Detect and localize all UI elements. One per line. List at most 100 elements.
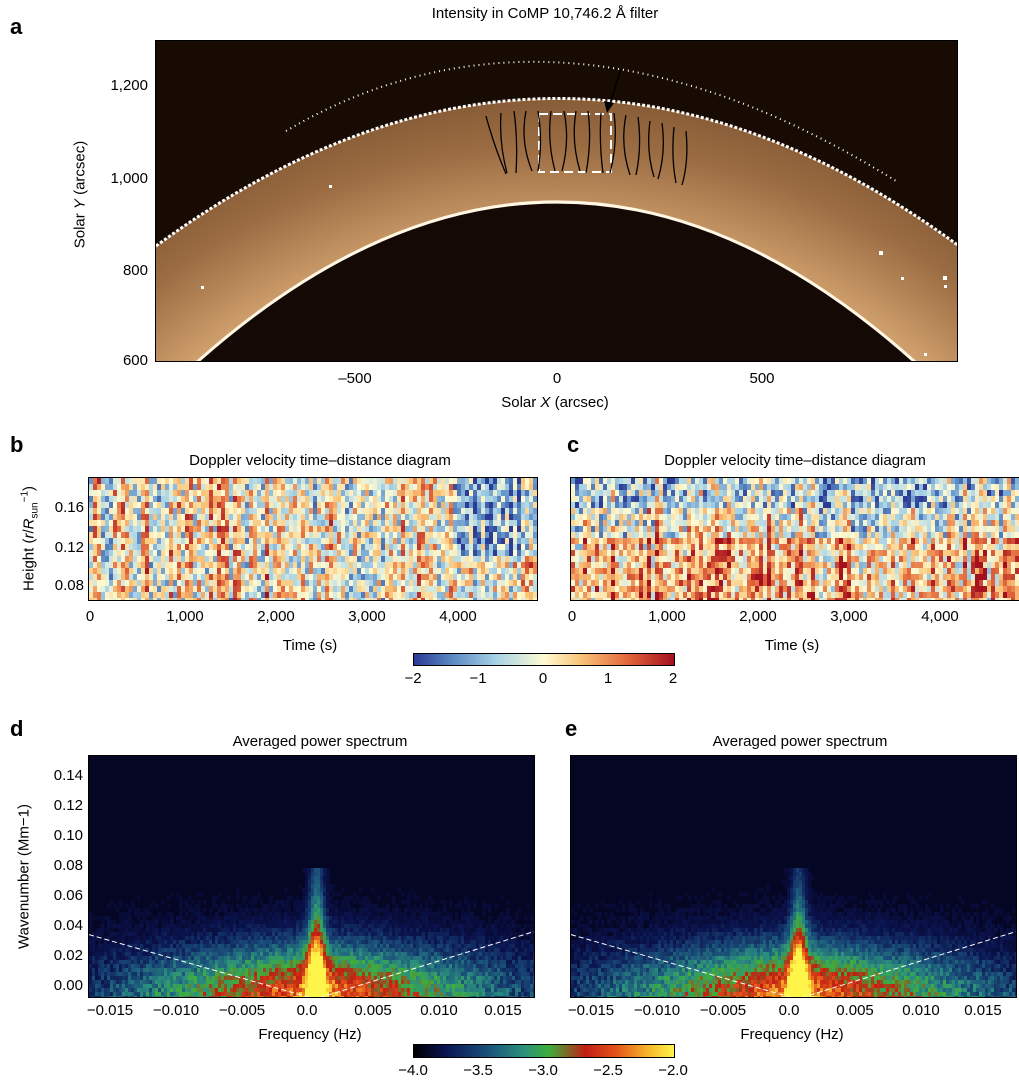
doppler-cell bbox=[221, 544, 226, 551]
doppler-cell bbox=[851, 574, 856, 581]
doppler-cell bbox=[357, 544, 362, 551]
doppler-cell bbox=[715, 514, 720, 521]
doppler-cell bbox=[125, 496, 130, 503]
doppler-cell bbox=[775, 478, 780, 485]
doppler-cell bbox=[823, 520, 828, 527]
doppler-cell bbox=[675, 478, 680, 485]
doppler-cell bbox=[201, 586, 206, 593]
doppler-cell bbox=[245, 520, 250, 527]
doppler-cell bbox=[129, 484, 134, 491]
doppler-cell bbox=[679, 538, 684, 545]
doppler-cell bbox=[911, 514, 916, 521]
doppler-cell bbox=[699, 544, 704, 551]
doppler-cell bbox=[489, 508, 494, 515]
doppler-cell bbox=[759, 496, 764, 503]
doppler-cell bbox=[445, 496, 450, 503]
doppler-cell bbox=[707, 490, 712, 497]
doppler-cell bbox=[763, 592, 768, 599]
doppler-cell bbox=[89, 598, 94, 600]
doppler-cell bbox=[1011, 496, 1016, 503]
doppler-cell bbox=[967, 586, 972, 593]
doppler-cell bbox=[771, 586, 776, 593]
doppler-cell bbox=[663, 526, 668, 533]
doppler-cell bbox=[607, 484, 612, 491]
doppler-cell bbox=[611, 478, 616, 485]
doppler-cell bbox=[647, 484, 652, 491]
doppler-cell bbox=[795, 544, 800, 551]
doppler-cell bbox=[533, 502, 537, 509]
doppler-cell bbox=[651, 538, 656, 545]
doppler-cell bbox=[377, 592, 382, 599]
doppler-cell bbox=[501, 538, 506, 545]
doppler-cell bbox=[297, 592, 302, 599]
doppler-cell bbox=[361, 592, 366, 599]
doppler-cell bbox=[719, 592, 724, 599]
doppler-cell bbox=[373, 532, 378, 539]
doppler-cell bbox=[333, 484, 338, 491]
doppler-cell bbox=[213, 520, 218, 527]
doppler-cell bbox=[429, 514, 434, 521]
doppler-cell bbox=[815, 598, 820, 600]
doppler-cell bbox=[987, 478, 992, 485]
doppler-cell bbox=[445, 568, 450, 575]
doppler-cell bbox=[751, 508, 756, 515]
doppler-cell bbox=[575, 562, 580, 569]
doppler-cell bbox=[237, 514, 242, 521]
doppler-cell bbox=[513, 556, 518, 563]
doppler-cell bbox=[517, 568, 522, 575]
doppler-cell bbox=[389, 598, 394, 600]
doppler-cell bbox=[309, 490, 314, 497]
doppler-cell bbox=[113, 556, 118, 563]
doppler-cell bbox=[101, 580, 106, 587]
doppler-cell bbox=[839, 562, 844, 569]
doppler-cell bbox=[177, 598, 182, 600]
doppler-cell bbox=[129, 538, 134, 545]
doppler-cell bbox=[871, 550, 876, 557]
doppler-cell bbox=[97, 490, 102, 497]
velocity-colorbar-tick: −2 bbox=[404, 670, 422, 687]
doppler-cell bbox=[739, 544, 744, 551]
doppler-cell bbox=[755, 550, 760, 557]
doppler-cell bbox=[883, 478, 888, 485]
doppler-cell bbox=[731, 496, 736, 503]
doppler-cell bbox=[153, 550, 158, 557]
doppler-cell bbox=[719, 526, 724, 533]
doppler-cell bbox=[433, 598, 438, 600]
doppler-cell bbox=[309, 496, 314, 503]
doppler-cell bbox=[301, 586, 306, 593]
doppler-cell bbox=[469, 550, 474, 557]
doppler-cell bbox=[819, 550, 824, 557]
doppler-cell bbox=[181, 556, 186, 563]
doppler-cell bbox=[735, 514, 740, 521]
doppler-cell bbox=[859, 478, 864, 485]
doppler-cell bbox=[441, 598, 446, 600]
doppler-cell bbox=[153, 526, 158, 533]
doppler-cell bbox=[93, 598, 98, 600]
doppler-cell bbox=[521, 508, 526, 515]
doppler-cell bbox=[141, 574, 146, 581]
doppler-cell bbox=[217, 592, 222, 599]
doppler-cell bbox=[887, 562, 892, 569]
doppler-cell bbox=[787, 502, 792, 509]
doppler-cell bbox=[485, 490, 490, 497]
doppler-cell bbox=[851, 478, 856, 485]
doppler-cell bbox=[835, 574, 840, 581]
doppler-cell bbox=[117, 508, 122, 515]
doppler-cell bbox=[907, 520, 912, 527]
doppler-cell bbox=[767, 592, 772, 599]
doppler-cell bbox=[201, 496, 206, 503]
doppler-cell bbox=[735, 544, 740, 551]
doppler-cell bbox=[943, 490, 948, 497]
doppler-cell bbox=[887, 550, 892, 557]
doppler-cell bbox=[517, 592, 522, 599]
doppler-cell bbox=[105, 526, 110, 533]
doppler-cell bbox=[493, 484, 498, 491]
doppler-cell bbox=[425, 532, 430, 539]
doppler-cell bbox=[421, 496, 426, 503]
doppler-cell bbox=[803, 490, 808, 497]
doppler-cell bbox=[671, 520, 676, 527]
doppler-cell bbox=[409, 550, 414, 557]
doppler-cell bbox=[927, 568, 932, 575]
doppler-cell bbox=[947, 532, 952, 539]
doppler-cell bbox=[655, 484, 660, 491]
